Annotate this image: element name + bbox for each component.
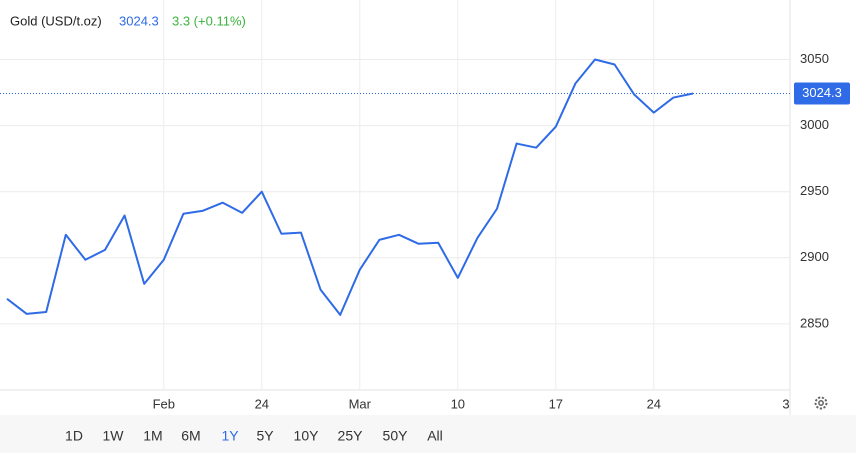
x-tick-label: 17	[549, 396, 563, 411]
range-button[interactable]: 1Y	[221, 428, 239, 444]
range-bar	[0, 415, 856, 453]
range-button[interactable]: 50Y	[383, 428, 409, 444]
header-price: 3024.3	[119, 13, 159, 28]
plot	[0, 58, 790, 316]
grid	[0, 0, 790, 390]
y-tick-label: 3000	[800, 117, 829, 132]
y-tick-label: 2850	[800, 315, 829, 330]
x-tick-label: 3	[782, 396, 789, 411]
x-tick-label: Mar	[349, 396, 372, 411]
header-change: 3.3 (+0.11%)	[172, 13, 246, 28]
range-button[interactable]: 1W	[103, 428, 125, 444]
range-button[interactable]: 1M	[143, 428, 162, 444]
range-button[interactable]: 1D	[65, 428, 83, 444]
last-price-label: 3024.3	[802, 85, 842, 100]
y-tick-label: 3050	[800, 51, 829, 66]
x-tick-label: 24	[255, 396, 269, 411]
range-button[interactable]: 5Y	[256, 428, 274, 444]
x-tick-label: 24	[647, 396, 661, 411]
range-button[interactable]: 10Y	[294, 428, 320, 444]
x-tick-label: 10	[451, 396, 465, 411]
price-line	[6, 58, 694, 316]
instrument-title: Gold (USD/t.oz)	[10, 13, 102, 28]
range-button[interactable]: 25Y	[338, 428, 364, 444]
last-price-tag	[794, 82, 850, 105]
y-tick-label: 2900	[800, 249, 829, 264]
settings-icon[interactable]	[814, 396, 828, 410]
range-button[interactable]: 6M	[181, 428, 200, 444]
y-tick-label: 2950	[800, 183, 829, 198]
range-button[interactable]: All	[427, 428, 443, 444]
x-tick-label: Feb	[153, 396, 175, 411]
